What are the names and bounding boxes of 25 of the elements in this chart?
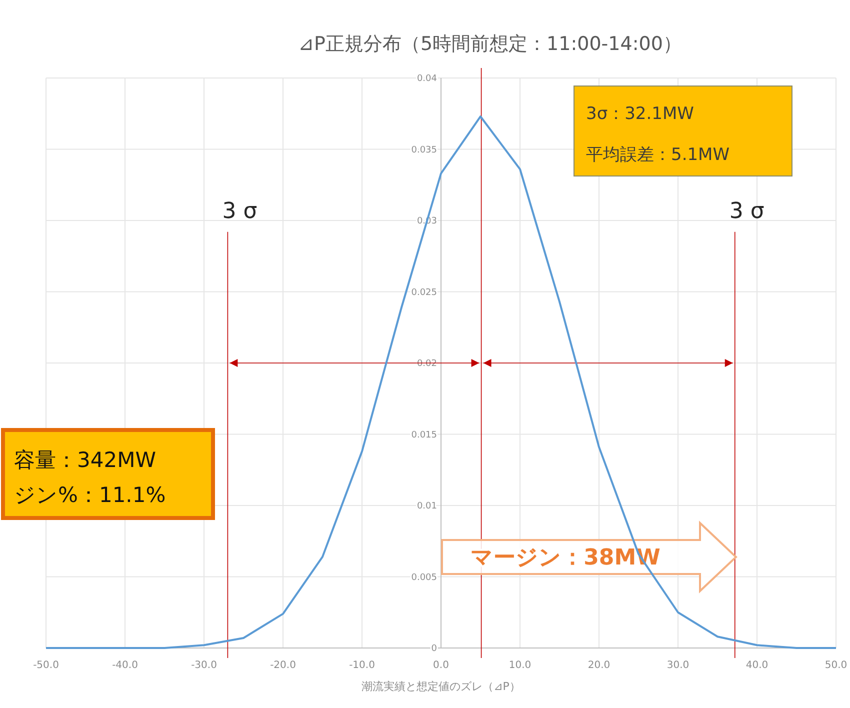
x-tick-label: 10.0 <box>508 660 532 671</box>
annotation: ジン%：11.1% <box>14 483 166 507</box>
x-tick-label: -10.0 <box>349 660 375 671</box>
x-tick-label: 50.0 <box>824 660 848 671</box>
y-tick-label: 0.01 <box>416 502 437 512</box>
x-tick-label: -20.0 <box>270 660 296 671</box>
annotation: 容量：342MW <box>14 448 156 472</box>
y-tick-label: 0.025 <box>411 288 437 298</box>
x-tick-label: -50.0 <box>33 660 59 671</box>
y-tick-label: 0.035 <box>411 145 437 156</box>
x-tick-label: 0.0 <box>433 660 449 671</box>
annotation: 平均誤差：5.1MW <box>586 145 730 165</box>
x-tick-label: -40.0 <box>112 660 138 671</box>
y-tick-label: 0.015 <box>411 430 437 440</box>
x-tick-label: 40.0 <box>746 660 768 671</box>
x-axis-title: 潮流実績と想定値のズレ（⊿P） <box>362 680 520 693</box>
annotation: 3σ：32.1MW <box>586 104 694 124</box>
y-tick-label: 0.005 <box>411 572 437 583</box>
chart-title: ⊿P正規分布（5時間前想定：11:00-14:00） <box>298 33 682 55</box>
x-tick-label: 30.0 <box>666 660 690 671</box>
ref-line-label: 3 σ <box>729 198 764 224</box>
y-tick-label: 0.04 <box>416 74 438 84</box>
x-tick-label: -30.0 <box>191 660 217 671</box>
x-tick-label: 20.0 <box>588 660 610 671</box>
ref-line-label: 3 σ <box>222 198 258 224</box>
